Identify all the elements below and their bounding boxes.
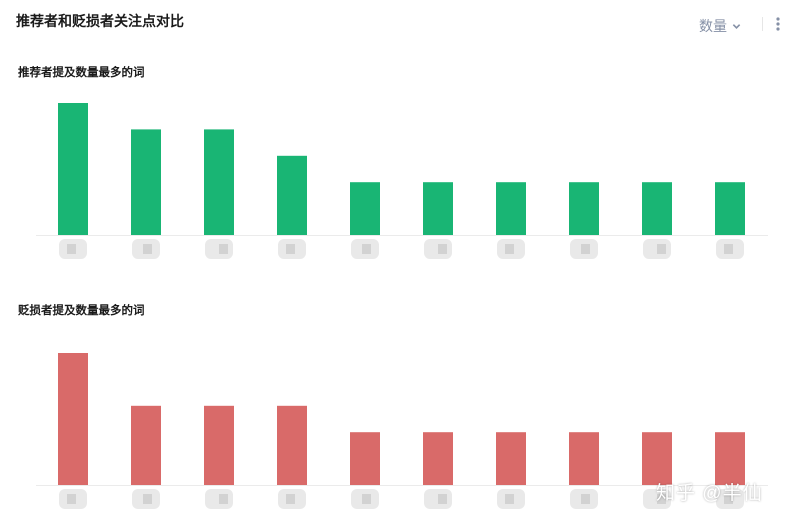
chevron-down-icon bbox=[732, 23, 741, 29]
x-tick-label-blurred-1 bbox=[59, 489, 87, 509]
promoters-chart-title: 推荐者提及数量最多的词 bbox=[18, 67, 145, 79]
x-tick-label-blurred-10 bbox=[716, 239, 744, 259]
page-title: 推荐者和贬损者关注点对比 bbox=[16, 13, 184, 29]
x-tick-label-blurred-2 bbox=[132, 489, 160, 509]
x-tick-label-blurred-5 bbox=[351, 489, 379, 509]
x-tick-label-blurred-7 bbox=[497, 489, 525, 509]
bar-7[interactable] bbox=[496, 182, 526, 235]
x-tick-label-blurred-8 bbox=[570, 489, 598, 509]
bar-7[interactable] bbox=[496, 432, 526, 485]
x-tick-label-blurred-2 bbox=[132, 239, 160, 259]
bar-8[interactable] bbox=[569, 182, 599, 235]
bar-1[interactable] bbox=[58, 103, 88, 235]
bar-8[interactable] bbox=[569, 432, 599, 485]
x-tick-label-blurred-9 bbox=[643, 489, 671, 509]
metric-dropdown-label: 数量 bbox=[699, 18, 727, 34]
bar-4[interactable] bbox=[277, 155, 307, 235]
bar-5[interactable] bbox=[350, 182, 380, 235]
bar-2[interactable] bbox=[131, 129, 161, 235]
bar-6[interactable] bbox=[423, 432, 453, 485]
x-tick-label-blurred-9 bbox=[643, 239, 671, 259]
more-vertical-icon[interactable] bbox=[772, 16, 784, 32]
x-tick-label-blurred-7 bbox=[497, 239, 525, 259]
x-tick-label-blurred-8 bbox=[570, 239, 598, 259]
bar-5[interactable] bbox=[350, 432, 380, 485]
bar-10[interactable] bbox=[715, 182, 745, 235]
x-tick-label-blurred-3 bbox=[205, 239, 233, 259]
bar-1[interactable] bbox=[58, 353, 88, 485]
x-tick-label-blurred-4 bbox=[278, 239, 306, 259]
bar-9[interactable] bbox=[642, 182, 672, 235]
x-tick-label-blurred-10 bbox=[716, 489, 744, 509]
x-tick-label-blurred-3 bbox=[205, 489, 233, 509]
x-tick-label-blurred-6 bbox=[424, 489, 452, 509]
bar-10[interactable] bbox=[715, 432, 745, 485]
bar-6[interactable] bbox=[423, 182, 453, 235]
detractors-bar-chart bbox=[36, 353, 768, 509]
x-tick-label-blurred-5 bbox=[351, 239, 379, 259]
toolbar-divider bbox=[762, 17, 763, 31]
watermark: 知乎 @半仙 bbox=[656, 483, 763, 504]
x-tick-label-blurred-4 bbox=[278, 489, 306, 509]
bar-9[interactable] bbox=[642, 432, 672, 485]
detractors-chart-title: 贬损者提及数量最多的词 bbox=[18, 305, 145, 317]
bar-3[interactable] bbox=[204, 129, 234, 235]
bar-4[interactable] bbox=[277, 405, 307, 485]
bar-2[interactable] bbox=[131, 405, 161, 485]
metric-dropdown[interactable]: 数量 bbox=[699, 16, 741, 36]
x-tick-label-blurred-1 bbox=[59, 239, 87, 259]
promoters-bar-chart bbox=[36, 103, 768, 259]
x-tick-label-blurred-6 bbox=[424, 239, 452, 259]
bar-3[interactable] bbox=[204, 405, 234, 485]
